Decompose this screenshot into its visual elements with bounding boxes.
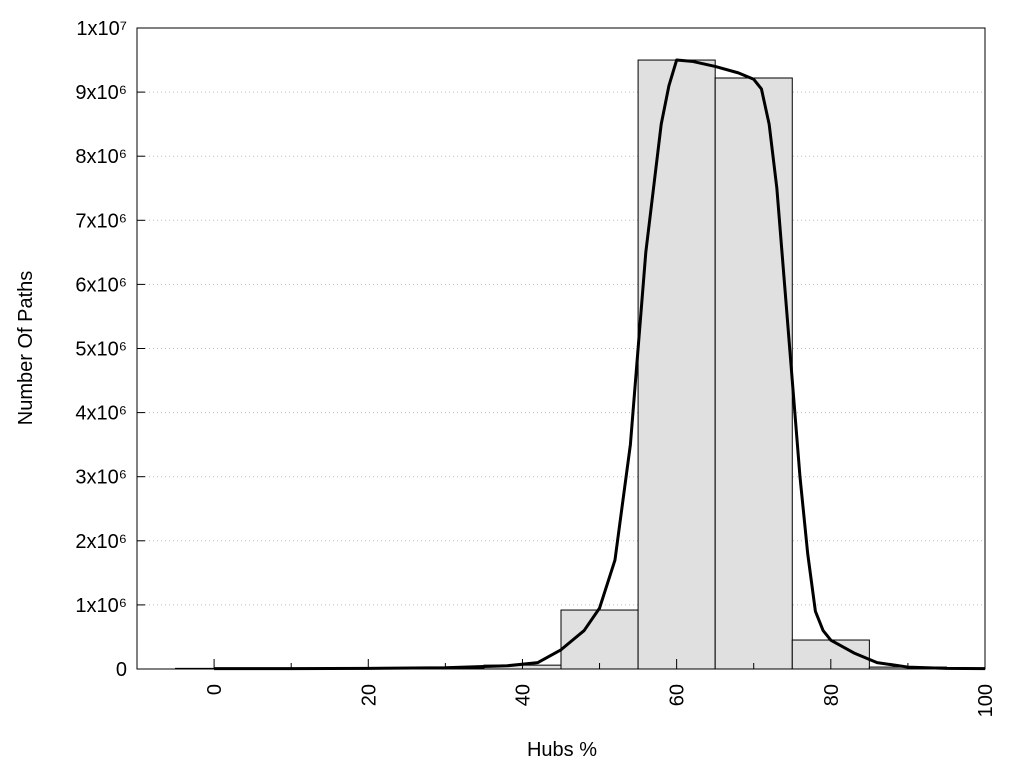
y-tick-label: 3x10⁶ bbox=[75, 467, 127, 489]
x-tick-label: 100 bbox=[975, 684, 997, 717]
y-tick-label: 5x10⁶ bbox=[75, 339, 127, 361]
y-tick-label: 9x10⁶ bbox=[75, 82, 127, 104]
y-tick-label: 1x10⁶ bbox=[75, 595, 127, 617]
x-axis-label: Hubs % bbox=[527, 739, 597, 761]
x-tick-label: 80 bbox=[821, 684, 843, 706]
bar bbox=[715, 78, 792, 669]
bar bbox=[638, 60, 715, 669]
y-tick-label: 2x10⁶ bbox=[75, 531, 127, 553]
x-tick-label: 40 bbox=[512, 684, 534, 706]
x-tick-label: 60 bbox=[667, 684, 689, 706]
y-tick-label: 0 bbox=[116, 659, 127, 681]
y-tick-label: 6x10⁶ bbox=[75, 274, 127, 296]
y-tick-label: 7x10⁶ bbox=[75, 210, 127, 232]
x-tick-label: 0 bbox=[204, 684, 226, 695]
fit-line bbox=[214, 60, 985, 669]
y-tick-label: 4x10⁶ bbox=[75, 403, 127, 425]
y-axis-label: Number Of Paths bbox=[15, 271, 37, 426]
y-tick-label: 8x10⁶ bbox=[75, 146, 127, 168]
y-tick-label: 1x10⁷ bbox=[76, 18, 127, 40]
x-tick-label: 20 bbox=[358, 684, 380, 706]
